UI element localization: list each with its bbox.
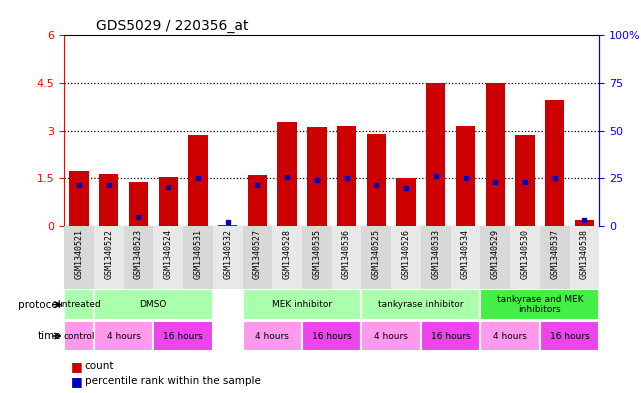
Text: tankyrase inhibitor: tankyrase inhibitor (378, 300, 463, 309)
Bar (480, 226, 510, 289)
Bar (64, 321, 94, 351)
Bar (426, 83, 445, 226)
Bar (183, 226, 213, 289)
Bar (94, 226, 124, 289)
Bar (367, 134, 386, 226)
Bar (242, 226, 272, 289)
Bar (332, 226, 362, 289)
Bar (362, 321, 421, 351)
Text: DMSO: DMSO (140, 300, 167, 309)
Text: ■: ■ (71, 375, 82, 388)
Text: GSM1340532: GSM1340532 (223, 229, 232, 279)
Bar (570, 226, 599, 289)
Text: tankyrase and MEK
inhibitors: tankyrase and MEK inhibitors (497, 295, 583, 314)
Bar (242, 290, 362, 320)
Bar (362, 226, 391, 289)
Bar (540, 321, 599, 351)
Bar (94, 321, 153, 351)
Bar (451, 226, 480, 289)
Text: GSM1340529: GSM1340529 (491, 229, 500, 279)
Bar (218, 225, 237, 226)
Text: 4 hours: 4 hours (106, 332, 140, 340)
Bar (213, 226, 242, 289)
Text: GSM1340537: GSM1340537 (550, 229, 559, 279)
Bar (69, 171, 88, 226)
Text: GSM1340528: GSM1340528 (283, 229, 292, 279)
Text: 16 hours: 16 hours (431, 332, 470, 340)
Text: 16 hours: 16 hours (312, 332, 352, 340)
Bar (64, 226, 94, 289)
Text: GSM1340538: GSM1340538 (580, 229, 589, 279)
Text: GSM1340530: GSM1340530 (520, 229, 529, 279)
Text: GSM1340536: GSM1340536 (342, 229, 351, 279)
Bar (510, 226, 540, 289)
Text: GSM1340524: GSM1340524 (163, 229, 172, 279)
Text: 16 hours: 16 hours (550, 332, 590, 340)
Bar (153, 226, 183, 289)
Bar (337, 126, 356, 226)
Text: percentile rank within the sample: percentile rank within the sample (85, 376, 260, 386)
Text: GSM1340527: GSM1340527 (253, 229, 262, 279)
Bar (247, 174, 267, 226)
Bar (421, 226, 451, 289)
Text: 4 hours: 4 hours (374, 332, 408, 340)
Text: GSM1340533: GSM1340533 (431, 229, 440, 279)
Bar (396, 178, 416, 226)
Bar (362, 290, 480, 320)
Text: time: time (37, 331, 61, 341)
Text: protocol: protocol (18, 299, 61, 310)
Text: 16 hours: 16 hours (163, 332, 203, 340)
Text: 4 hours: 4 hours (493, 332, 527, 340)
Text: GSM1340522: GSM1340522 (104, 229, 113, 279)
Bar (153, 321, 213, 351)
Bar (540, 226, 570, 289)
Text: control: control (63, 332, 95, 340)
Bar (94, 290, 213, 320)
Text: GSM1340535: GSM1340535 (312, 229, 321, 279)
Bar (456, 126, 475, 226)
Bar (307, 127, 326, 226)
Bar (480, 290, 599, 320)
Bar (515, 136, 535, 226)
Text: GSM1340521: GSM1340521 (74, 229, 83, 279)
Bar (64, 290, 94, 320)
Text: untreated: untreated (56, 300, 101, 309)
Text: MEK inhibitor: MEK inhibitor (272, 300, 332, 309)
Bar (158, 177, 178, 226)
Bar (302, 226, 332, 289)
Text: count: count (85, 361, 114, 371)
Bar (421, 321, 480, 351)
Bar (242, 321, 302, 351)
Bar (124, 226, 153, 289)
Text: GDS5029 / 220356_at: GDS5029 / 220356_at (96, 19, 249, 33)
Bar (272, 226, 302, 289)
Text: GSM1340523: GSM1340523 (134, 229, 143, 279)
Bar (575, 220, 594, 226)
Text: GSM1340534: GSM1340534 (461, 229, 470, 279)
Bar (99, 174, 119, 226)
Bar (278, 122, 297, 226)
Bar (480, 321, 540, 351)
Text: 4 hours: 4 hours (255, 332, 289, 340)
Bar (391, 226, 421, 289)
Text: GSM1340531: GSM1340531 (194, 229, 203, 279)
Text: ■: ■ (71, 360, 82, 373)
Bar (129, 182, 148, 226)
Bar (302, 321, 362, 351)
Bar (188, 136, 208, 226)
Text: GSM1340525: GSM1340525 (372, 229, 381, 279)
Text: GSM1340526: GSM1340526 (401, 229, 410, 279)
Bar (545, 101, 564, 226)
Bar (486, 83, 505, 226)
